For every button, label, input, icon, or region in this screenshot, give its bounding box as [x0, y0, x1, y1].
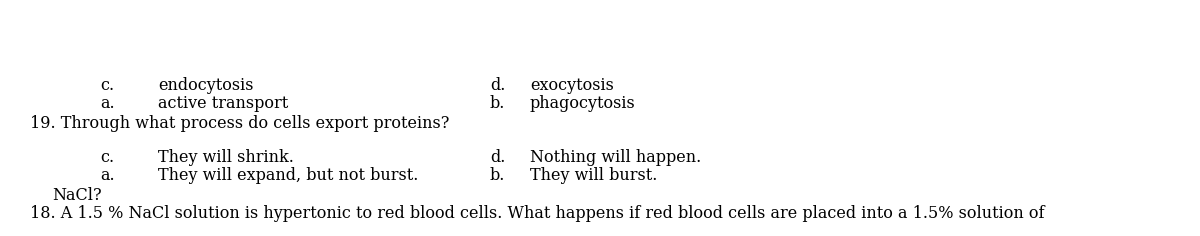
Text: 18. A 1.5 % NaCl solution is hypertonic to red blood cells. What happens if red : 18. A 1.5 % NaCl solution is hypertonic … — [30, 205, 1044, 222]
Text: They will burst.: They will burst. — [530, 167, 658, 184]
Text: Nothing will happen.: Nothing will happen. — [530, 149, 701, 166]
Text: NaCl?: NaCl? — [52, 187, 102, 204]
Text: c.: c. — [100, 77, 114, 94]
Text: c.: c. — [100, 149, 114, 166]
Text: b.: b. — [490, 167, 505, 184]
Text: a.: a. — [100, 95, 115, 112]
Text: d.: d. — [490, 77, 505, 94]
Text: phagocytosis: phagocytosis — [530, 95, 636, 112]
Text: They will shrink.: They will shrink. — [158, 149, 294, 166]
Text: exocytosis: exocytosis — [530, 77, 614, 94]
Text: d.: d. — [490, 149, 505, 166]
Text: endocytosis: endocytosis — [158, 77, 253, 94]
Text: They will expand, but not burst.: They will expand, but not burst. — [158, 167, 419, 184]
Text: a.: a. — [100, 167, 115, 184]
Text: 19. Through what process do cells export proteins?: 19. Through what process do cells export… — [30, 115, 449, 132]
Text: active transport: active transport — [158, 95, 288, 112]
Text: b.: b. — [490, 95, 505, 112]
